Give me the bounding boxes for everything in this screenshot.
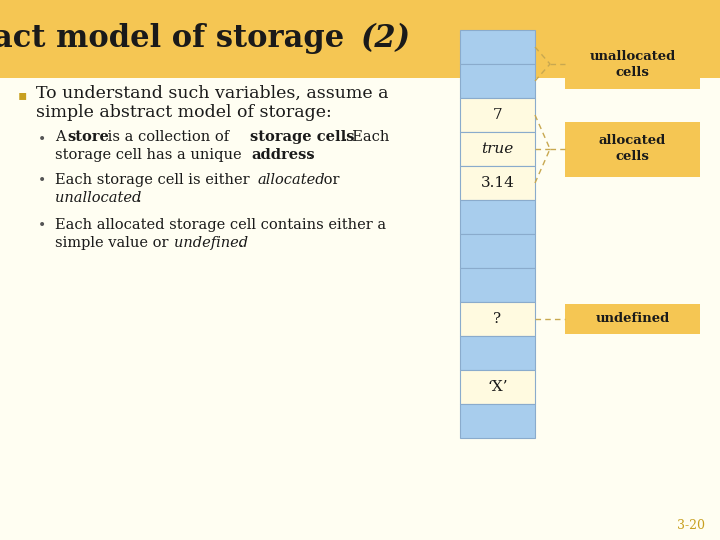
Text: An abstract model of storage: An abstract model of storage [0, 24, 355, 55]
Text: •: • [38, 132, 46, 146]
Text: allocated: allocated [257, 173, 325, 187]
Text: A: A [55, 130, 71, 144]
Text: simple abstract model of storage:: simple abstract model of storage: [36, 104, 332, 121]
Text: undefined: undefined [595, 313, 670, 326]
Bar [460, 166, 535, 200]
Bar [460, 336, 535, 370]
Text: (2): (2) [360, 24, 410, 55]
Bar [460, 98, 535, 132]
Bar [460, 268, 535, 302]
Text: or: or [319, 173, 340, 187]
Text: •: • [38, 218, 46, 232]
Bar [565, 39, 700, 89]
Bar [565, 122, 700, 177]
Text: unallocated
cells: unallocated cells [590, 50, 675, 78]
Text: ?: ? [493, 312, 502, 326]
Bar [565, 304, 700, 334]
Text: Each storage cell is either: Each storage cell is either [55, 173, 254, 187]
Text: 7: 7 [492, 108, 503, 122]
Text: true: true [482, 142, 513, 156]
Bar [460, 64, 535, 98]
Text: ▪: ▪ [18, 88, 27, 102]
Bar [0, 0, 720, 78]
Text: simple value or: simple value or [55, 236, 173, 250]
Text: storage cell has a unique: storage cell has a unique [55, 148, 246, 162]
Text: .: . [308, 148, 312, 162]
Text: 3.14: 3.14 [480, 176, 514, 190]
Text: ‘X’: ‘X’ [487, 380, 508, 394]
Text: unallocated: unallocated [55, 191, 141, 205]
Text: store: store [67, 130, 109, 144]
Bar [460, 200, 535, 234]
Text: •: • [38, 173, 46, 187]
Text: 3-20: 3-20 [677, 519, 705, 532]
Text: .: . [137, 191, 142, 205]
Text: Each allocated storage cell contains either a: Each allocated storage cell contains eit… [55, 218, 386, 232]
Text: is a collection of: is a collection of [103, 130, 234, 144]
Text: undefined: undefined [174, 236, 248, 250]
Text: allocated
cells: allocated cells [599, 134, 666, 164]
Text: .: . [239, 236, 243, 250]
Text: storage cells: storage cells [250, 130, 354, 144]
Bar [460, 234, 535, 268]
Bar [460, 404, 535, 438]
Bar [460, 132, 535, 166]
Text: address: address [251, 148, 315, 162]
Bar [460, 370, 535, 404]
Bar [460, 302, 535, 336]
Bar [460, 30, 535, 64]
Text: . Each: . Each [343, 130, 390, 144]
Text: To understand such variables, assume a: To understand such variables, assume a [36, 85, 389, 102]
